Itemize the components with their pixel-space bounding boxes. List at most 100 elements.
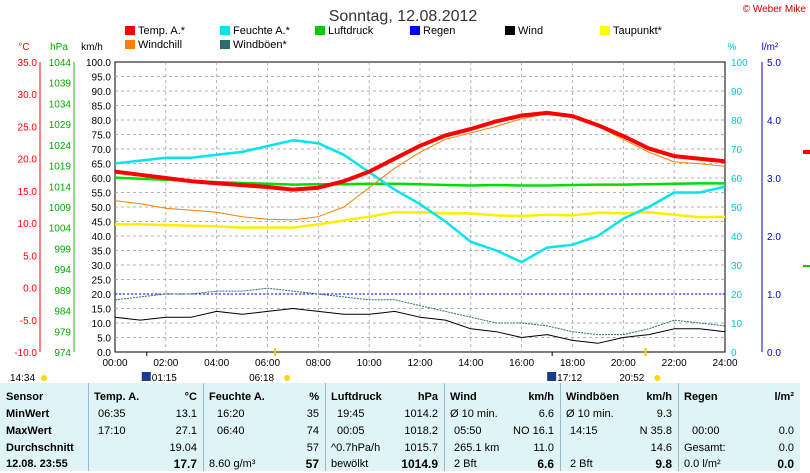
pressure-tick-label: 1029 (49, 120, 72, 131)
legend-label: Taupunkt* (613, 25, 663, 37)
humidity-current-value: 57 (305, 457, 319, 471)
sensor-header: Sensor (6, 391, 44, 403)
rain-value: 0.0 (778, 425, 794, 437)
temp-max-value: 27.1 (175, 425, 197, 437)
time-tick-label: 22:00 (662, 358, 687, 369)
pressure-trend: ^0.7hPa/h (331, 442, 381, 454)
sun-icon (41, 375, 47, 381)
wind-current-value: 6.6 (537, 457, 554, 471)
wind-tick-label: 100.0 (86, 58, 111, 69)
temp-tick-label: 35.0 (18, 58, 38, 69)
wind-tick-label: 40.0 (92, 232, 112, 243)
rain-tick-label: 0.0 (767, 348, 781, 359)
gust-header: Windböen (566, 391, 620, 403)
gust-max-value: N 35.8 (639, 425, 672, 437)
moonrise-icon (547, 372, 557, 381)
row-label-avg: Durchschnitt (6, 442, 74, 454)
legend-swatch (220, 26, 230, 35)
pressure-tick-label: 1014 (49, 182, 72, 193)
gust-current-value: 9.8 (655, 457, 672, 471)
weather-forecast: bewölkt (331, 458, 369, 470)
wind-tick-label: 35.0 (92, 247, 112, 258)
humidity-tick-label: 30 (731, 261, 743, 272)
wind-tick-label: 5.0 (97, 334, 111, 345)
humidity-tick-label: 90 (731, 87, 743, 98)
legend-label: Wind (518, 25, 543, 37)
rain-unit: l/m² (774, 391, 794, 403)
pressure-avg-value: 1015.7 (404, 442, 438, 454)
legend-swatch (600, 26, 610, 35)
pressure-tick-label: 1044 (49, 58, 72, 69)
wind-tick-label: 60.0 (92, 174, 112, 185)
pressure-header: Luftdruck (331, 391, 382, 403)
pressure-tick-label: 974 (54, 348, 71, 359)
gust-avg10-value: 9.3 (656, 408, 672, 420)
rain-column: Regen l/m² 00:00 0.0 Gesamt: 0.0 0.0 l/m² 0.… (678, 383, 800, 471)
time-tick-label: 20:00 (611, 358, 636, 369)
temp-tick-label: 15.0 (18, 187, 38, 198)
dewpoint-line (115, 210, 726, 229)
temp-min-time: 06:35 (98, 408, 126, 420)
temp-header: Temp. A. (94, 391, 140, 403)
pressure-tick-label: 984 (54, 307, 71, 318)
pressure-tick-label: 1034 (49, 99, 72, 110)
sunrise-time: 06:18 (249, 373, 274, 383)
wind-tick-label: 90.0 (92, 87, 112, 98)
column-separator (444, 383, 445, 471)
time-tick-label: 02:00 (153, 358, 178, 369)
humidity-tick-label: 20 (731, 290, 743, 301)
rain-tick-label: 5.0 (767, 58, 781, 69)
temp-min-value: 13.1 (175, 408, 197, 420)
temp-unit: °C (184, 391, 197, 403)
wind-tick-label: 20.0 (92, 290, 112, 301)
weather-chart: Sonntag, 12.08.2012 © Weber Mike Temp. A… (10, 4, 810, 383)
gust-beaufort: 2 Bft (570, 458, 593, 470)
humidity-tick-label: 50 (731, 203, 743, 214)
sunset-icon (654, 375, 661, 381)
gust-max-time: 14:15 (570, 425, 598, 437)
wind-tick-label: 25.0 (92, 276, 112, 287)
current-time-label: 14:34 (10, 373, 35, 383)
temp-tick-label: -5.0 (20, 316, 38, 327)
rain-tick-label: 4.0 (767, 116, 781, 127)
temp-tick-label: 10.0 (18, 219, 38, 230)
sunrise-icon (284, 375, 291, 381)
chart-legend: Temp. A.* Feuchte A.* Luftdruck Regen Wind Ta… (125, 25, 663, 51)
column-separator (560, 383, 561, 471)
rain-header: Regen (684, 391, 718, 403)
column-separator (678, 383, 679, 471)
wind-header: Wind (450, 391, 477, 403)
windchill-line (114, 113, 726, 221)
temp-current-value: 17.7 (173, 457, 197, 471)
time-tick-label: 18:00 (560, 358, 585, 369)
astro-markers: 01:15 17:12 06:18 20:52 14:34 (10, 348, 661, 383)
temp-tick-label: -10.0 (14, 348, 37, 359)
legend-swatch (125, 26, 135, 35)
time-tick-label: 10:00 (357, 358, 382, 369)
moonrise-time: 17:12 (557, 373, 582, 383)
rain-tick-label: 1.0 (767, 290, 781, 301)
time-tick-label: 06:00 (255, 358, 280, 369)
pressure-current-value: 1014.9 (401, 457, 438, 471)
rain-current-value: 0.0 (777, 457, 794, 471)
humidity-avg-value: 57 (306, 442, 319, 454)
wind-unit: km/h (528, 391, 554, 403)
legend-swatch (410, 26, 420, 35)
wind-max-time: 05:50 (454, 425, 482, 437)
humidity-line (114, 139, 726, 264)
row-label-min: MinWert (6, 408, 50, 420)
gust-unit: km/h (646, 391, 672, 403)
humidity-tick-label: 70 (731, 145, 743, 156)
column-separator (203, 383, 204, 471)
wind-tick-label: 65.0 (92, 160, 112, 171)
wind-max-value: NO 16.1 (513, 425, 554, 437)
pressure-column: Luftdruck hPa 19:45 1014.2 00:05 1018.2 ^0.… (325, 383, 444, 471)
humidity-max-value: 74 (306, 425, 319, 437)
wind-column: Wind km/h Ø 10 min. 6.6 05:50 NO 16.1 265.1… (444, 383, 560, 471)
moonset-icon (141, 372, 151, 381)
temp-axis-unit: °C (18, 42, 29, 53)
gust-avg10-label: Ø 10 min. (566, 408, 614, 420)
pressure-unit: hPa (417, 391, 438, 403)
humidity-tick-label: 100 (731, 58, 748, 69)
humidity-absolute: 8.60 g/m³ (209, 458, 256, 470)
